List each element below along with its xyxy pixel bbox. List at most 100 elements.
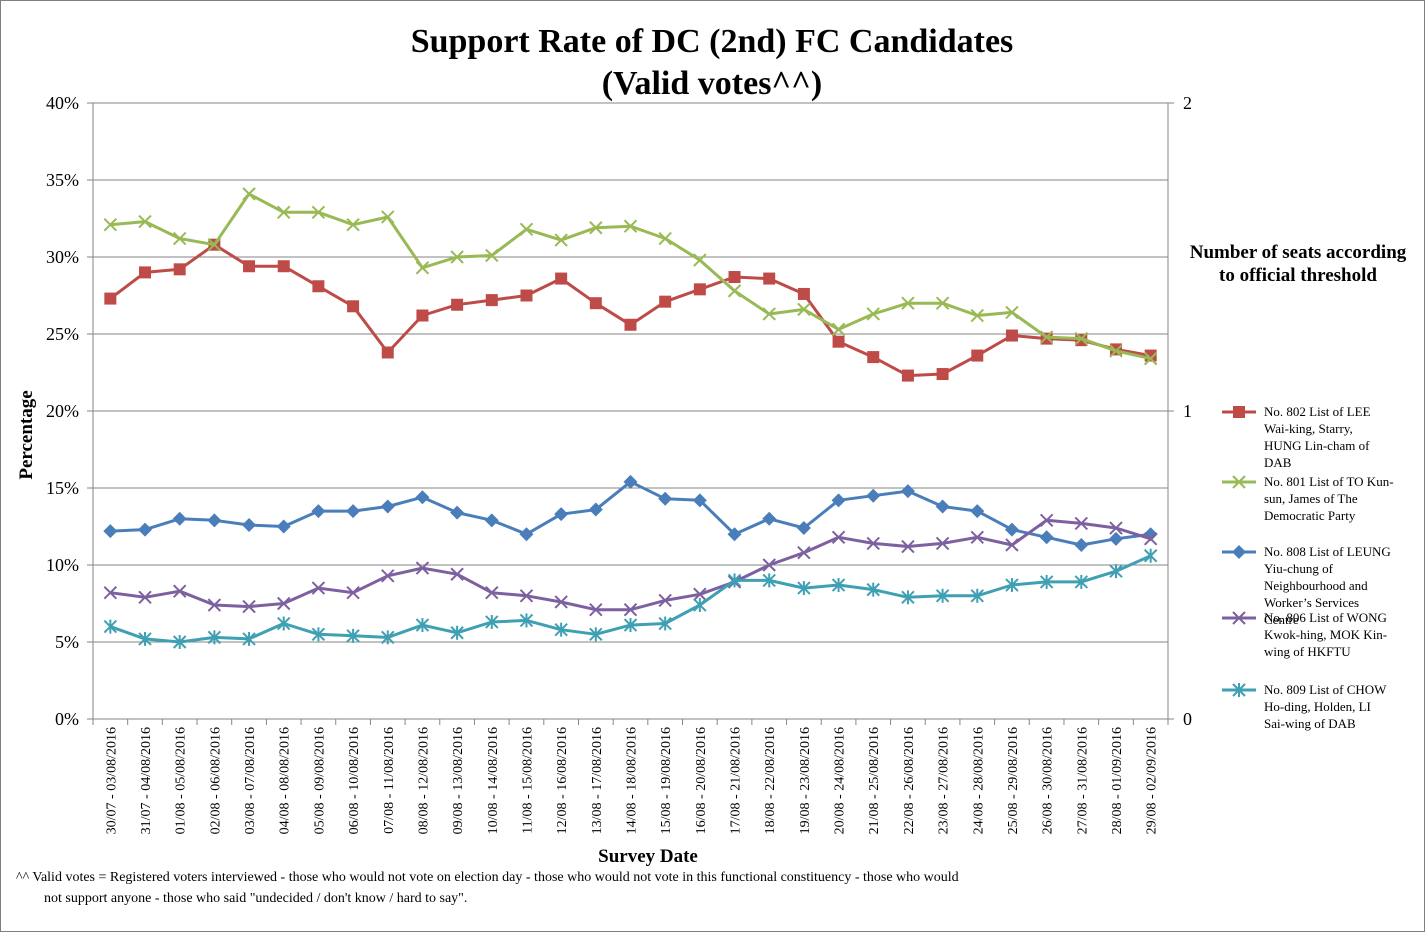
data-point-stroke <box>242 187 256 201</box>
data-point <box>692 493 707 508</box>
data-point <box>727 573 742 588</box>
series-line <box>109 243 1151 378</box>
data-point <box>311 205 326 220</box>
x-tick-label: 27/08 - 31/08/2016 <box>1075 727 1090 834</box>
data-point <box>589 297 602 310</box>
x-tick-label: 02/08 - 06/08/2016 <box>208 727 223 834</box>
data-point <box>415 561 430 575</box>
data-point <box>207 237 222 252</box>
x-tick-label: 21/08 - 25/08/2016 <box>867 727 882 834</box>
data-point <box>1232 475 1246 489</box>
data-point-stroke <box>589 221 603 235</box>
data-point-stroke <box>658 593 672 608</box>
data-point <box>693 598 707 613</box>
data-point <box>900 484 915 499</box>
data-point-stroke <box>1074 516 1089 531</box>
data-point <box>485 586 499 600</box>
data-point-stroke <box>138 590 152 605</box>
legend-label: No. 802 List of LEE <box>1264 404 1371 419</box>
data-point-stroke <box>970 530 984 544</box>
data-point <box>623 602 638 617</box>
data-point <box>936 368 949 381</box>
data-point <box>1074 574 1089 589</box>
data-point <box>484 513 499 528</box>
data-point <box>866 582 880 597</box>
data-point <box>832 335 845 348</box>
data-point-stroke <box>1232 611 1246 625</box>
legend-label: Sai-wing of DAB <box>1264 716 1356 731</box>
x-tick-label: 29/08 - 02/09/2016 <box>1145 727 1160 834</box>
data-point <box>172 231 187 246</box>
data-point <box>1004 522 1019 537</box>
data-point-stroke <box>1143 532 1158 546</box>
y-tick-label: 35% <box>46 170 79 190</box>
series-5 <box>103 548 1158 649</box>
data-point <box>450 567 464 581</box>
data-point-stroke <box>172 231 187 246</box>
data-point <box>103 524 118 539</box>
data-point-stroke <box>519 222 534 236</box>
data-point-stroke <box>415 561 430 575</box>
data-point <box>589 602 603 617</box>
data-point <box>554 622 568 637</box>
data-point <box>1074 331 1089 346</box>
data-point <box>242 599 256 614</box>
data-point <box>243 260 256 273</box>
x-tick-label: 20/08 - 24/08/2016 <box>833 727 848 834</box>
data-point-stroke <box>866 307 880 321</box>
data-point <box>727 527 742 542</box>
data-point <box>311 581 326 595</box>
data-point <box>138 522 153 537</box>
data-point <box>693 253 707 267</box>
data-point <box>1232 611 1246 625</box>
data-point-stroke <box>866 536 880 551</box>
legend: No. 802 List of LEE Wai-king, Starry, HUNG… <box>1222 404 1394 731</box>
data-point <box>763 272 776 285</box>
data-point-stroke <box>1109 344 1123 358</box>
legend-label: Wai-king, Starry, <box>1264 421 1353 436</box>
x-tick-label: 25/08 - 29/08/2016 <box>1006 727 1021 834</box>
legend-label: DAB <box>1264 455 1292 470</box>
data-point <box>796 521 811 536</box>
data-point <box>450 505 465 520</box>
data-point-stroke <box>519 589 534 603</box>
legend-label: Centre <box>1264 612 1299 627</box>
data-point <box>519 613 534 628</box>
data-point <box>519 527 534 542</box>
data-point-stroke <box>346 217 360 232</box>
data-point <box>1074 516 1089 531</box>
data-point <box>762 307 776 321</box>
legend-item: No. 801 List of TO Kun-sun, James of The… <box>1222 474 1394 523</box>
legend-label: HUNG Lin-cham of <box>1264 438 1370 453</box>
data-point <box>519 222 534 236</box>
data-point <box>797 581 811 596</box>
footnote-line-1: ^^ Valid votes = Registered voters inter… <box>16 870 959 885</box>
data-point <box>485 248 499 263</box>
y2-tick-label: 2 <box>1183 93 1192 113</box>
data-point-stroke <box>242 599 256 614</box>
data-point-stroke <box>797 545 811 560</box>
data-point <box>555 272 568 285</box>
x-tick-label: 12/08 - 16/08/2016 <box>555 727 570 834</box>
data-point-stroke <box>485 248 499 263</box>
data-point <box>173 263 186 276</box>
x-tick-label: 11/08 - 15/08/2016 <box>520 727 535 834</box>
gridlines <box>93 102 1168 643</box>
data-point-stroke <box>554 233 568 247</box>
y-tick-label: 25% <box>46 324 79 344</box>
x-tick-label: 10/08 - 14/08/2016 <box>486 727 501 834</box>
legend-label: Kwok-hing, MOK Kin- <box>1264 627 1387 642</box>
legend-label: No. 808 List of LEUNG <box>1264 544 1391 559</box>
legend-label: No. 801 List of TO Kun- <box>1264 474 1394 489</box>
data-point <box>242 631 256 646</box>
data-point <box>139 266 152 279</box>
data-point <box>103 619 118 634</box>
legend-label: Yiu-chung of <box>1264 561 1334 576</box>
data-point <box>451 298 464 311</box>
data-point-stroke <box>554 595 568 609</box>
data-point <box>762 558 776 572</box>
data-point <box>1109 521 1123 535</box>
data-point <box>658 491 673 506</box>
y-tick-label: 30% <box>46 247 79 267</box>
x-tick-label: 26/08 - 30/08/2016 <box>1041 727 1056 834</box>
